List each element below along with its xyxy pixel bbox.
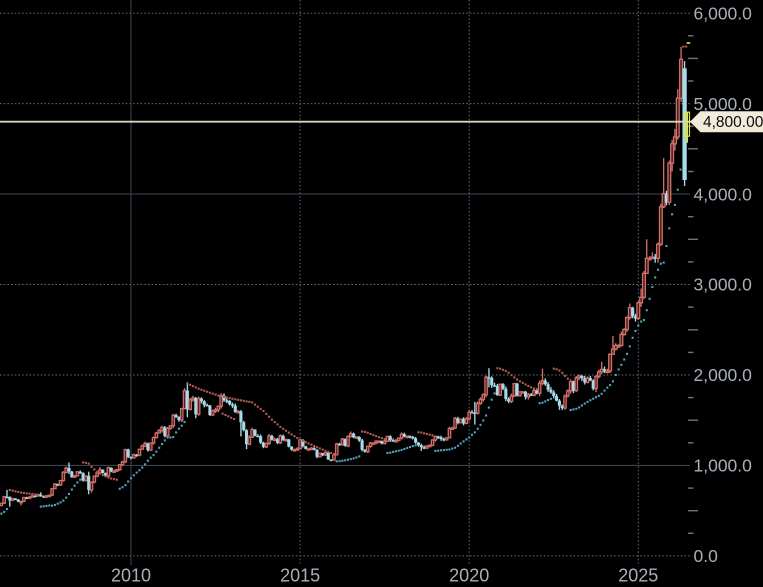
svg-text:2020: 2020 bbox=[449, 566, 489, 586]
svg-text:2025: 2025 bbox=[618, 566, 658, 586]
svg-text:2015: 2015 bbox=[280, 566, 320, 586]
svg-text:3,000.0: 3,000.0 bbox=[694, 275, 753, 295]
svg-text:0.0: 0.0 bbox=[694, 546, 719, 566]
svg-text:2,000.0: 2,000.0 bbox=[694, 365, 753, 385]
svg-text:4,000.0: 4,000.0 bbox=[694, 184, 753, 204]
svg-text:5,000.0: 5,000.0 bbox=[694, 94, 753, 114]
svg-text:1,000.0: 1,000.0 bbox=[694, 456, 753, 476]
svg-text:4,800.00: 4,800.00 bbox=[703, 114, 763, 131]
svg-text:2010: 2010 bbox=[111, 566, 151, 586]
svg-text:6,000.0: 6,000.0 bbox=[694, 3, 753, 23]
